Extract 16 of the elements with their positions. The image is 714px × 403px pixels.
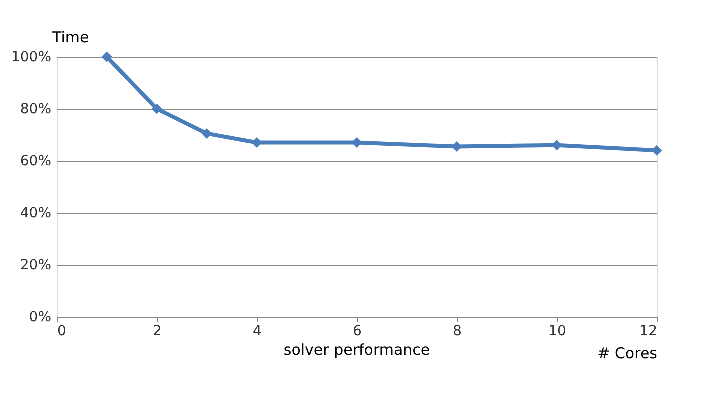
x-tick-label: 10 bbox=[548, 324, 566, 340]
y-tick-label: 20% bbox=[20, 258, 52, 274]
x-tick-label: 2 bbox=[153, 324, 162, 340]
x-tick-label: 8 bbox=[453, 324, 462, 340]
y-axis-title: Time bbox=[52, 28, 90, 46]
y-tick-label: 100% bbox=[11, 50, 52, 66]
x-axis-title: # Cores bbox=[598, 344, 658, 362]
y-tick-label: 80% bbox=[20, 102, 52, 118]
x-tick-label: 0 bbox=[58, 324, 66, 340]
x-tick-label: 12 bbox=[640, 324, 658, 340]
y-tick-label: 0% bbox=[29, 310, 52, 326]
y-tick-label: 40% bbox=[20, 206, 52, 222]
y-tick-label: 60% bbox=[20, 154, 52, 170]
text: solver performance bbox=[284, 341, 430, 359]
x-tick-label: 6 bbox=[353, 324, 362, 340]
x-tick-label: 4 bbox=[253, 324, 262, 340]
